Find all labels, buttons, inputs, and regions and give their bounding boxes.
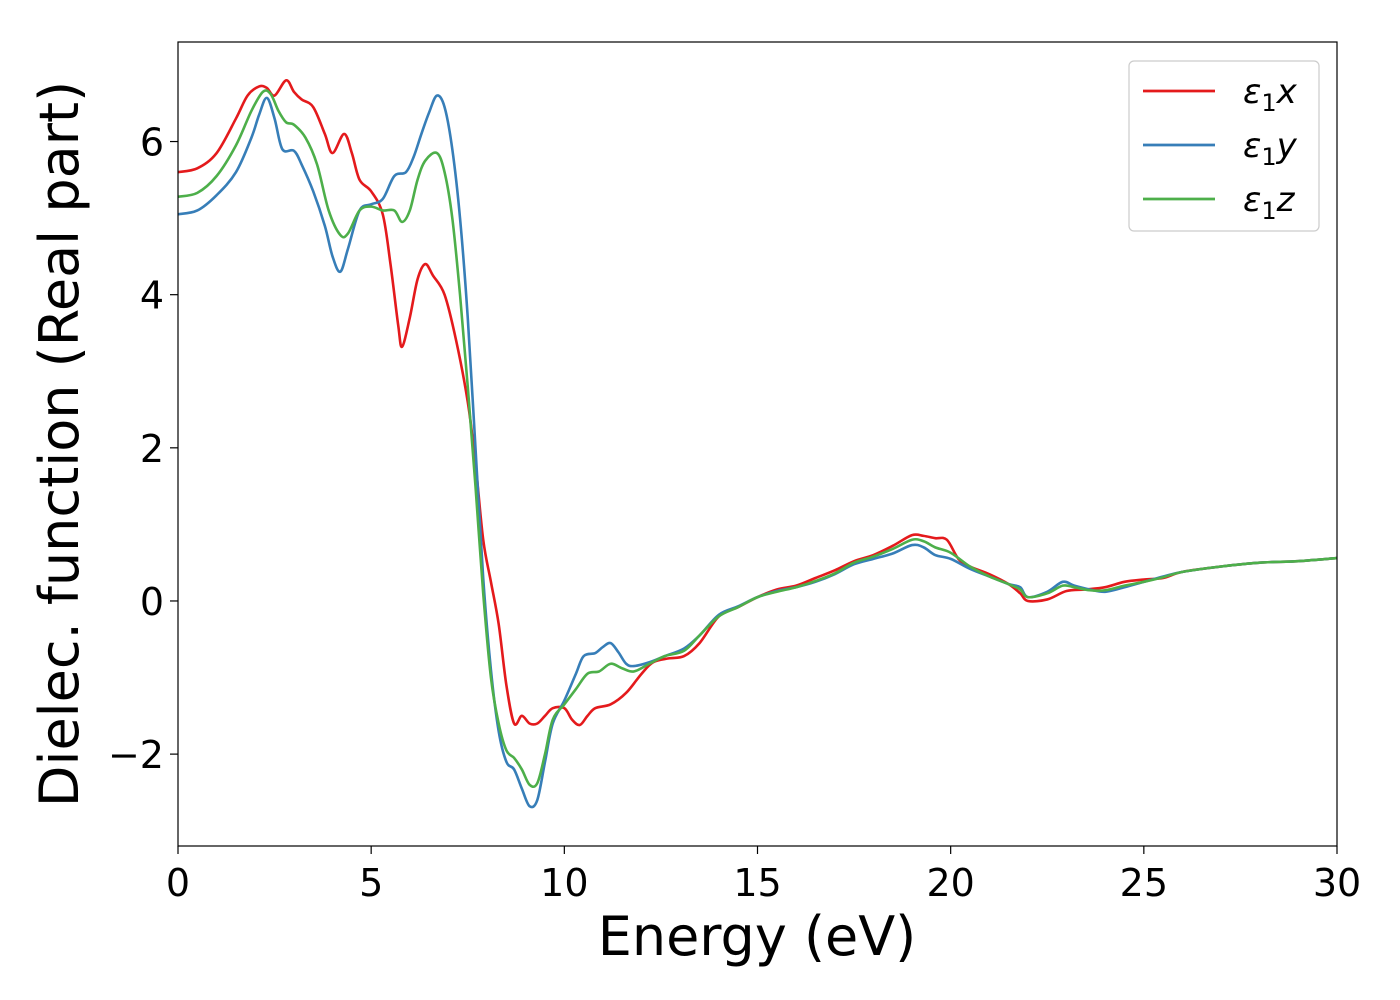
y-tick-label: 0 [140, 580, 164, 624]
plot-area [178, 78, 1337, 809]
y-tick-label: 4 [140, 274, 164, 318]
series-line-z [178, 89, 1337, 789]
x-tick-label: 25 [1120, 861, 1168, 905]
legend-label-z: ε1z [1243, 180, 1296, 225]
series-layer [178, 78, 1337, 809]
y-tick-label: −2 [108, 733, 164, 777]
x-tick-label: 30 [1313, 861, 1361, 905]
legend-label-x: ε1x [1243, 72, 1298, 117]
x-tick-label: 20 [926, 861, 974, 905]
x-tick-label: 5 [359, 861, 383, 905]
x-tick-label: 0 [166, 861, 190, 905]
legend-box [1128, 60, 1320, 232]
x-tick-label: 15 [733, 861, 781, 905]
y-tick-label: 2 [140, 427, 164, 471]
legend-label-y: ε1y [1243, 126, 1298, 171]
y-tick-label: 6 [140, 121, 164, 165]
x-tick-label: 10 [540, 861, 588, 905]
y-axis-title: Dielec. function (Real part) [28, 81, 91, 807]
series-line-y [178, 94, 1337, 809]
legend: ε1x ε1y ε1z [1128, 60, 1320, 232]
y-axis: −2 0 2 4 6 [108, 121, 178, 777]
x-axis-title: Energy (eV) [598, 905, 917, 968]
x-axis: 0 5 10 15 20 25 30 [166, 846, 1361, 905]
